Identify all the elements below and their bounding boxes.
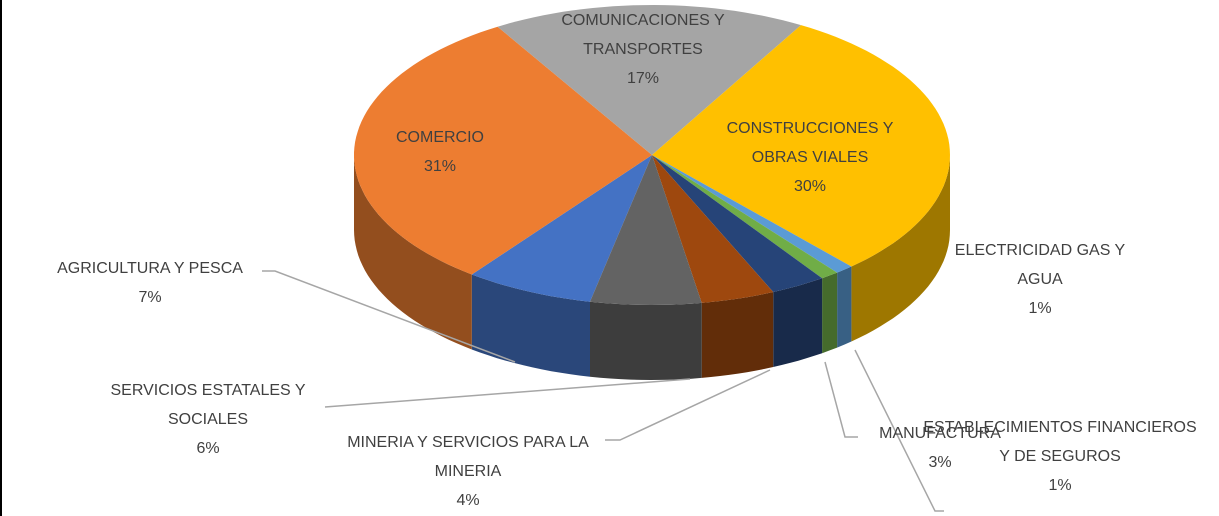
data-label: COMUNICACIONES Y TRANSPORTES 17% bbox=[543, 6, 743, 93]
leader-line bbox=[262, 270, 516, 363]
pie-side bbox=[837, 266, 852, 348]
pie-slice bbox=[652, 155, 823, 292]
data-label: ELECTRICIDAD GAS Y AGUA 1% bbox=[940, 236, 1140, 323]
category-label: ELECTRICIDAD GAS Y AGUA bbox=[954, 242, 1126, 288]
value-label: 7% bbox=[138, 289, 162, 306]
leader-line bbox=[854, 349, 944, 512]
pie-slice bbox=[652, 155, 838, 279]
value-label: 1% bbox=[1048, 477, 1072, 494]
leader-lines bbox=[262, 270, 944, 512]
category-label: AGRICULTURA Y PESCA bbox=[57, 260, 243, 277]
pie-slice bbox=[471, 155, 652, 302]
pie-tops bbox=[354, 5, 950, 305]
pie-slice bbox=[652, 155, 852, 273]
category-label: MANUFACTURA bbox=[879, 425, 1001, 442]
data-label: CONSTRUCCIONES Y OBRAS VIALES 30% bbox=[715, 114, 905, 201]
category-label: SERVICIOS ESTATALES Y SOCIALES bbox=[110, 382, 306, 428]
category-label: COMERCIO bbox=[396, 129, 484, 146]
pie-side bbox=[773, 278, 823, 367]
data-label: MINERIA Y SERVICIOS PARA LA MINERIA 4% bbox=[313, 428, 623, 515]
data-label: COMERCIO 31% bbox=[340, 123, 540, 181]
pie-slice bbox=[652, 155, 774, 303]
pie-side bbox=[822, 272, 838, 354]
leader-line bbox=[824, 361, 858, 438]
value-label: 17% bbox=[626, 70, 660, 87]
category-label: MINERIA Y SERVICIOS PARA LA MINERIA bbox=[347, 434, 589, 480]
category-label: ESTABLECIMIENTOS FINANCIEROS Y DE SEGURO… bbox=[923, 419, 1197, 465]
pie-sides bbox=[354, 155, 950, 380]
value-label: 30% bbox=[793, 178, 827, 195]
value-label: 31% bbox=[423, 158, 457, 175]
leader-line bbox=[324, 378, 691, 408]
data-label: MANUFACTURA 3% bbox=[840, 419, 1040, 477]
pie-slice bbox=[497, 5, 801, 155]
data-label: AGRICULTURA Y PESCA 7% bbox=[20, 254, 280, 312]
pie-side bbox=[701, 292, 774, 378]
pie-side bbox=[851, 155, 950, 342]
category-label: COMUNICACIONES Y TRANSPORTES bbox=[561, 12, 725, 58]
category-label: CONSTRUCCIONES Y OBRAS VIALES bbox=[726, 120, 894, 166]
value-label: 1% bbox=[1028, 300, 1052, 317]
pie-slice bbox=[354, 26, 652, 275]
pie-side bbox=[471, 274, 590, 377]
data-label: SERVICIOS ESTATALES Y SOCIALES 6% bbox=[88, 376, 328, 463]
value-label: 4% bbox=[456, 492, 480, 509]
pie-slice bbox=[590, 155, 702, 305]
leader-line bbox=[605, 369, 771, 441]
value-label: 6% bbox=[196, 440, 220, 457]
pie-side bbox=[354, 155, 472, 350]
pie-side bbox=[590, 301, 702, 380]
value-label: 3% bbox=[928, 454, 952, 471]
pie-slice bbox=[652, 25, 950, 267]
data-label: ESTABLECIMIENTOS FINANCIEROS Y DE SEGURO… bbox=[918, 413, 1203, 500]
